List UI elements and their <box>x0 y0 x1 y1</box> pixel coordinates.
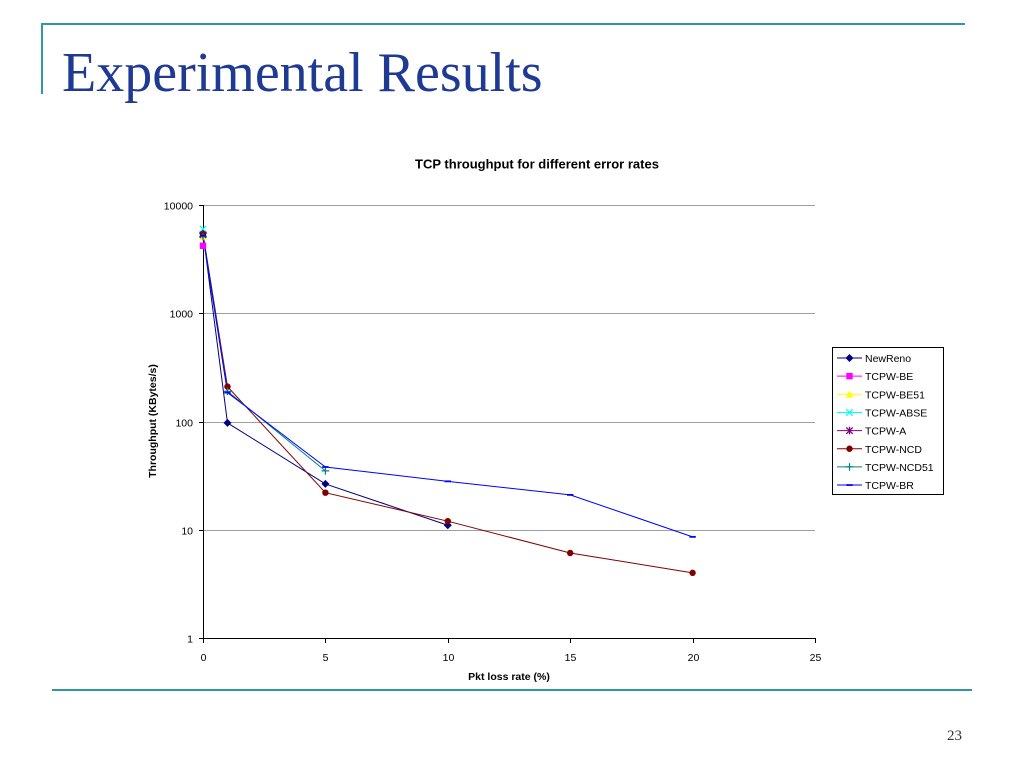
legend-item-tcpw-be: TCPW-BE <box>837 371 913 383</box>
chart-canvas: 1 10 100 1000 10000 0 5 10 15 20 25 TCP throughput… <box>147 157 944 683</box>
slide-title: Experimental Results <box>62 42 543 104</box>
axes <box>199 205 816 643</box>
y-tick-label-1: 1 <box>187 634 193 646</box>
legend-marker-circle <box>846 445 853 452</box>
x-tick-label-15: 15 <box>565 652 577 664</box>
title-accent-line-left <box>41 23 43 94</box>
point-tcpw-ncd51-x5 <box>321 467 330 475</box>
x-tick-label-25: 25 <box>810 652 822 664</box>
legend: NewReno TCPW-BE TCPW-BE51 TCPW-ABSE TCPW-A TC… <box>832 347 944 495</box>
chart: 1 10 100 1000 10000 0 5 10 15 20 25 TCP throughput… <box>130 145 960 690</box>
point-tcpw-ncd-x5 <box>322 489 329 496</box>
legend-marker-diamond <box>845 354 854 362</box>
point-tcpw-ncd-x1 <box>224 383 231 390</box>
series-line-tcpw-ncd <box>202 233 693 574</box>
x-tick-label-5: 5 <box>323 652 329 664</box>
legend-label: TCPW-BE51 <box>865 389 925 401</box>
series-line-tcpw-br <box>202 235 693 538</box>
footer-accent-line <box>52 689 972 691</box>
legend-box <box>832 347 944 495</box>
gridlines <box>203 205 815 531</box>
legend-item-tcpw-br: TCPW-BR <box>837 480 914 492</box>
y-tick-label-10: 10 <box>181 526 193 538</box>
chart-title: TCP throughput for different error rates <box>415 157 659 172</box>
point-newreno-x5 <box>321 479 330 488</box>
point-tcpw-ncd51-x1 <box>223 387 232 396</box>
legend-label: TCPW-BR <box>865 480 914 492</box>
legend-marker-triangle <box>845 390 854 398</box>
legend-label: TCPW-ABSE <box>865 407 927 419</box>
point-tcpw-ncd-x20 <box>689 569 696 577</box>
legend-label: NewReno <box>865 353 911 365</box>
legend-item-tcpw-be51: TCPW-BE51 <box>837 389 925 401</box>
y-tick-label-10000: 10000 <box>164 201 193 213</box>
y-tick-label-1000: 1000 <box>170 309 194 321</box>
series-line-newreno <box>202 233 448 526</box>
legend-item-tcpw-ncd: TCPW-NCD <box>837 444 922 456</box>
page-number: 23 <box>947 728 962 744</box>
legend-label: TCPW-NCD <box>865 444 922 456</box>
x-axis-title: Pkt loss rate (%) <box>468 671 550 683</box>
point-tcpw-be-x0 <box>199 242 207 249</box>
legend-label: TCPW-A <box>865 426 906 438</box>
plot-series <box>199 225 696 577</box>
x-tick-label-0: 0 <box>201 652 207 664</box>
legend-item-tcpw-abse: TCPW-ABSE <box>837 407 927 419</box>
legend-marker-x <box>845 408 854 417</box>
tick-labels: 1 10 100 1000 10000 0 5 10 15 20 25 <box>164 201 822 665</box>
legend-item-tcpw-ncd51: TCPW-NCD51 <box>837 462 934 474</box>
point-newreno-x1 <box>223 418 232 427</box>
legend-item-newreno: NewReno <box>837 353 911 365</box>
point-tcpw-ncd-x15 <box>567 549 574 557</box>
legend-marker-plus <box>845 463 854 471</box>
legend-label: TCPW-BE <box>865 371 913 383</box>
y-tick-label-100: 100 <box>175 418 193 430</box>
title-accent-line-top <box>42 23 965 25</box>
x-tick-label-10: 10 <box>443 652 455 664</box>
point-tcpw-ncd51-x0 <box>199 232 207 241</box>
y-axis-title: Throughput (KBytes/s) <box>147 364 159 478</box>
x-tick-label-20: 20 <box>688 652 700 664</box>
point-tcpw-ncd-x10 <box>444 517 451 525</box>
legend-item-tcpw-a: TCPW-A <box>837 426 906 438</box>
legend-marker-star <box>845 426 854 435</box>
legend-label: TCPW-NCD51 <box>865 462 934 474</box>
point-tcpw-abse-x0 <box>199 225 207 233</box>
legend-marker-square <box>846 372 853 380</box>
